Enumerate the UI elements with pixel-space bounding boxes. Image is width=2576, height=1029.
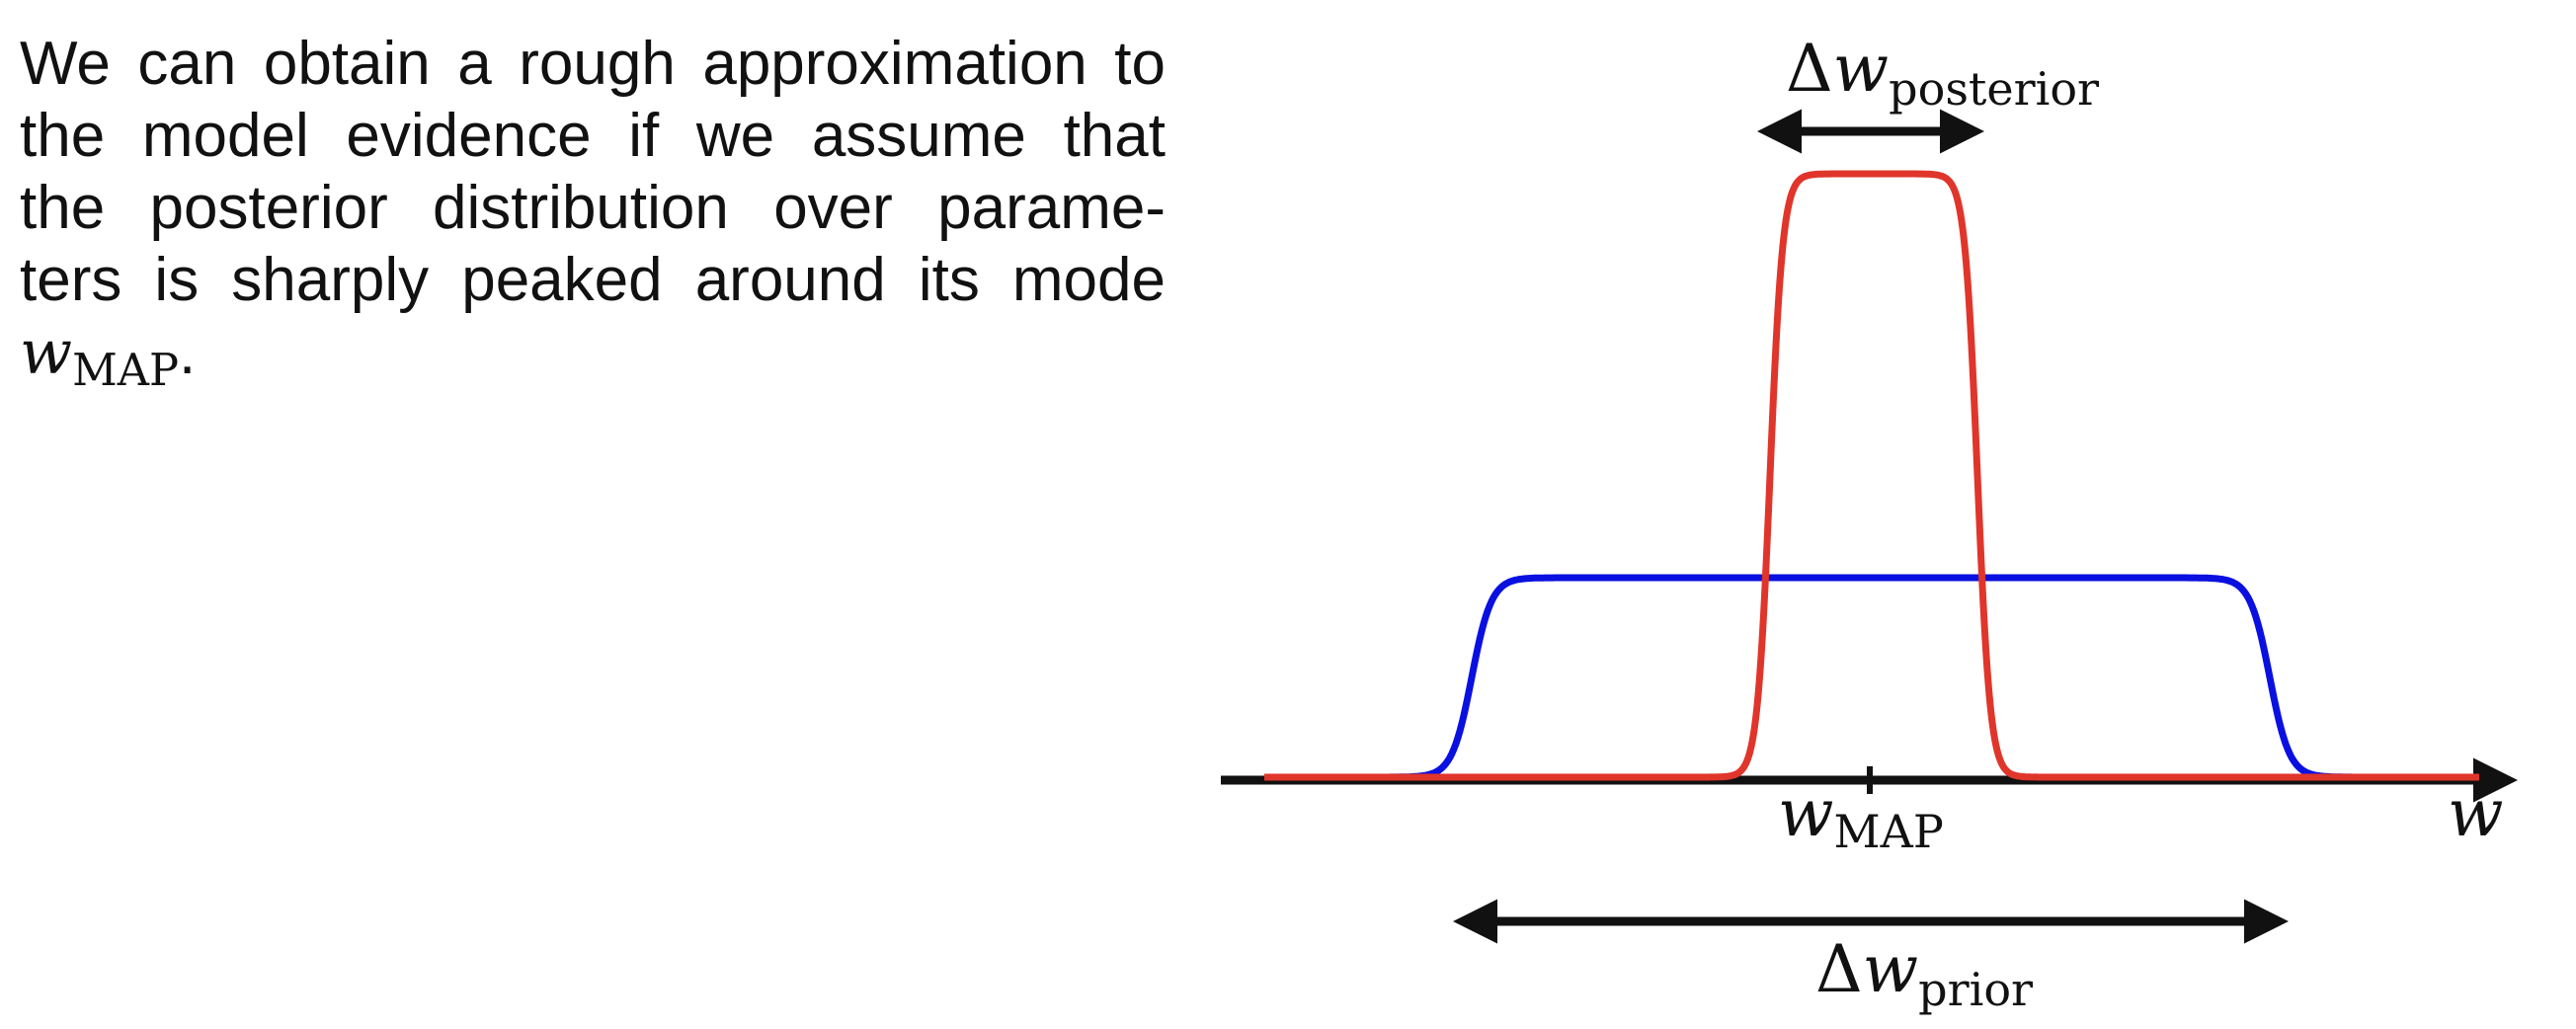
w-axis-label: w <box>2448 775 2504 851</box>
w-map-symbol: wMAP <box>20 316 180 397</box>
paragraph-line-2: the model evidence if we assume that <box>20 102 1166 170</box>
paragraph-line-3: the posterior distribution over parame- <box>20 174 1166 242</box>
paragraph-line-5: wMAP. <box>20 316 197 397</box>
paragraph-line-4: ters is sharply peaked around its mode <box>20 246 1166 314</box>
paragraph-line-1: We can obtain a rough approximation to <box>20 30 1166 98</box>
delta-w-posterior-label: Δwposterior <box>1786 31 2099 116</box>
w-map-label: wMAP <box>1778 775 1944 858</box>
posterior-distribution-curve <box>1261 170 2482 781</box>
prior-distribution-curve <box>1262 574 2481 781</box>
delta-w-prior-label: Δwprior <box>1815 931 2033 1016</box>
explanation-paragraph: We can obtain a rough approximation to t… <box>20 28 1166 397</box>
